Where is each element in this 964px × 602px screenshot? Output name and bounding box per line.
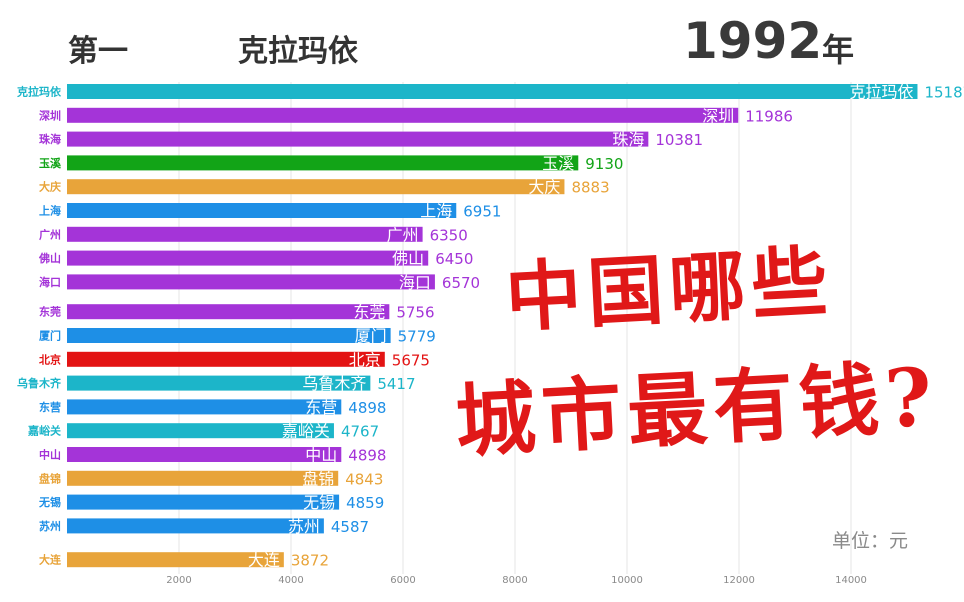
bar-inner-label: 广州 [387, 225, 419, 244]
category-label: 厦门 [39, 329, 61, 343]
bar [67, 203, 457, 218]
value-label: 5779 [398, 328, 436, 346]
category-label: 盘锦 [39, 471, 61, 485]
category-label: 无锡 [38, 495, 61, 509]
bar-inner-label: 盘锦 [302, 469, 334, 488]
value-label: 6450 [435, 250, 473, 268]
bar-inner-label: 克拉玛依 [849, 83, 913, 102]
bar [67, 274, 435, 290]
x-tick-label: 10000 [611, 575, 643, 586]
bar-inner-label: 佛山 [392, 249, 424, 268]
category-label: 苏州 [39, 519, 61, 533]
category-label: 东营 [39, 400, 61, 414]
category-label: 中山 [39, 448, 61, 462]
overlay-caption-line1: 中国哪些 [503, 236, 836, 343]
bar-inner-label: 北京 [349, 350, 381, 369]
bar [67, 226, 423, 242]
category-label: 佛山 [38, 251, 61, 265]
x-tick-label: 8000 [502, 575, 527, 586]
year-label: 1992 [683, 12, 823, 70]
bar [67, 328, 391, 343]
bar [67, 375, 371, 391]
bar [67, 179, 565, 195]
value-label: 4859 [346, 494, 384, 512]
value-label: 4843 [345, 470, 383, 488]
bar [67, 351, 385, 367]
category-label: 大庆 [39, 180, 61, 194]
value-label: 5675 [392, 351, 430, 369]
bar-inner-label: 大庆 [528, 178, 560, 197]
bar [67, 84, 918, 99]
bar [67, 250, 429, 266]
bar-inner-label: 中山 [305, 446, 337, 465]
category-label: 深圳 [39, 108, 61, 122]
value-label: 5417 [377, 375, 415, 393]
value-label: 4898 [348, 447, 386, 465]
category-label: 乌鲁木齐 [17, 376, 62, 390]
value-label: 6951 [463, 203, 501, 221]
bar [67, 552, 284, 568]
value-label: 6350 [430, 226, 468, 244]
bar-inner-label: 厦门 [355, 327, 387, 346]
bar-inner-label: 海口 [399, 273, 431, 292]
bar [67, 494, 340, 510]
x-tick-label: 4000 [278, 575, 303, 586]
x-tick-label: 2000 [166, 575, 191, 586]
category-label: 珠海 [39, 132, 61, 146]
bar-inner-label: 上海 [420, 202, 452, 221]
bar-inner-label: 珠海 [612, 130, 644, 149]
bar [67, 423, 334, 439]
category-label: 广州 [39, 227, 61, 241]
rank-label: 第一 [68, 34, 128, 69]
bar [67, 470, 339, 486]
year-unit: 年 [822, 31, 855, 69]
value-label: 4767 [341, 423, 379, 441]
value-label: 11986 [745, 107, 793, 125]
category-label: 玉溪 [39, 156, 62, 170]
value-label: 5756 [396, 304, 434, 322]
value-label: 6570 [442, 274, 480, 292]
bar [67, 447, 342, 462]
unit-label: 单位：元 [832, 530, 909, 552]
bar-inner-label: 苏州 [288, 517, 320, 536]
category-label: 嘉峪关 [27, 424, 61, 438]
bar [67, 399, 342, 415]
bar-inner-label: 东莞 [353, 303, 385, 322]
bar [67, 518, 324, 534]
bar [67, 107, 739, 123]
bar-inner-label: 玉溪 [542, 154, 574, 173]
x-tick-label: 12000 [723, 575, 755, 586]
value-label: 4898 [348, 399, 386, 417]
bar [67, 155, 579, 171]
bar-inner-label: 乌鲁木齐 [302, 374, 366, 393]
category-label: 克拉玛依 [17, 85, 62, 99]
category-label: 海口 [39, 275, 61, 289]
bar-inner-label: 深圳 [702, 106, 734, 125]
value-label: 4587 [331, 518, 369, 536]
bar-inner-label: 嘉峪关 [282, 422, 330, 441]
category-label: 北京 [39, 352, 61, 366]
value-label: 10381 [655, 131, 703, 149]
category-label: 上海 [39, 204, 61, 218]
bar-inner-label: 无锡 [303, 493, 335, 512]
bar-inner-label: 大连 [248, 551, 280, 570]
leader-name: 克拉玛依 [238, 34, 358, 69]
x-tick-label: 14000 [835, 575, 867, 586]
bar [67, 304, 390, 320]
bar-inner-label: 东营 [305, 398, 337, 417]
value-label: 8883 [571, 179, 609, 197]
bar [67, 131, 649, 147]
category-label: 大连 [39, 553, 62, 567]
value-label: 3872 [291, 552, 329, 570]
x-tick-label: 6000 [390, 575, 415, 586]
value-label: 15187 [924, 84, 964, 102]
category-label: 东莞 [39, 305, 61, 319]
value-label: 9130 [585, 155, 623, 173]
